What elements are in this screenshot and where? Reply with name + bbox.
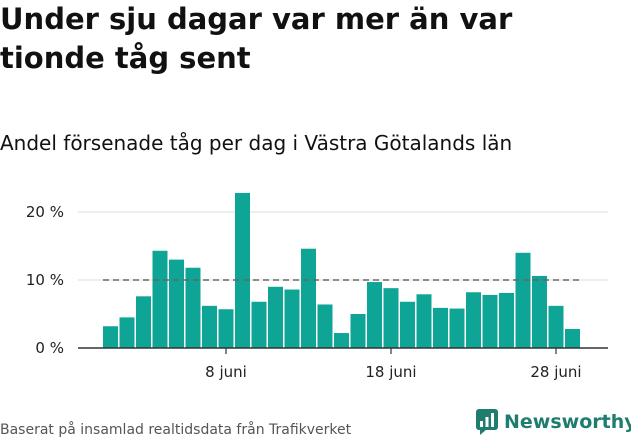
bar <box>548 305 564 348</box>
source-note: Baserat på insamlad realtidsdata från Tr… <box>0 422 352 438</box>
chart-bubble-icon <box>476 409 498 435</box>
bar <box>334 333 349 348</box>
bar <box>136 296 151 348</box>
x-tick-label: 18 juni <box>365 363 416 381</box>
chart-title: Under sju dagar var mer än var tionde tå… <box>0 2 513 75</box>
bar <box>532 275 547 348</box>
y-tick-label: 10 % <box>26 271 64 289</box>
bar <box>301 248 316 348</box>
bar <box>367 282 382 348</box>
chart-subtitle: Andel försenade tåg per dag i Västra Göt… <box>0 131 513 155</box>
bar <box>565 328 580 348</box>
bar <box>515 252 531 348</box>
bar <box>499 292 514 348</box>
brand-logo: Newsworthy <box>476 405 631 439</box>
bar <box>251 301 267 348</box>
x-tick-label: 8 juni <box>205 363 247 381</box>
bar-chart: 0 % 10 % 20 % 8 juni 18 juni 28 juni <box>26 192 608 381</box>
bar <box>350 314 366 348</box>
bar <box>400 301 415 348</box>
bar <box>466 292 481 348</box>
bar <box>218 309 234 348</box>
y-tick-labels: 0 % 10 % 20 % <box>26 203 64 357</box>
bar <box>482 294 498 348</box>
x-tick-labels: 8 juni 18 juni 28 juni <box>205 363 581 381</box>
y-tick-label: 20 % <box>26 203 64 221</box>
bar <box>169 259 184 348</box>
bar <box>268 286 283 348</box>
bar <box>152 250 168 348</box>
bar <box>185 267 201 348</box>
brand-name: Newsworthy <box>504 411 631 433</box>
bar <box>119 317 135 348</box>
x-tick-label: 28 juni <box>530 363 581 381</box>
bar <box>103 326 118 348</box>
bars <box>103 192 580 348</box>
bar <box>416 294 432 348</box>
bar <box>235 192 250 348</box>
axes <box>78 347 608 354</box>
bar <box>284 289 300 348</box>
bar <box>449 308 465 348</box>
bar <box>433 307 448 348</box>
y-tick-label: 0 % <box>35 339 64 357</box>
bar <box>202 305 217 348</box>
bar <box>383 288 399 348</box>
bar <box>317 304 333 348</box>
